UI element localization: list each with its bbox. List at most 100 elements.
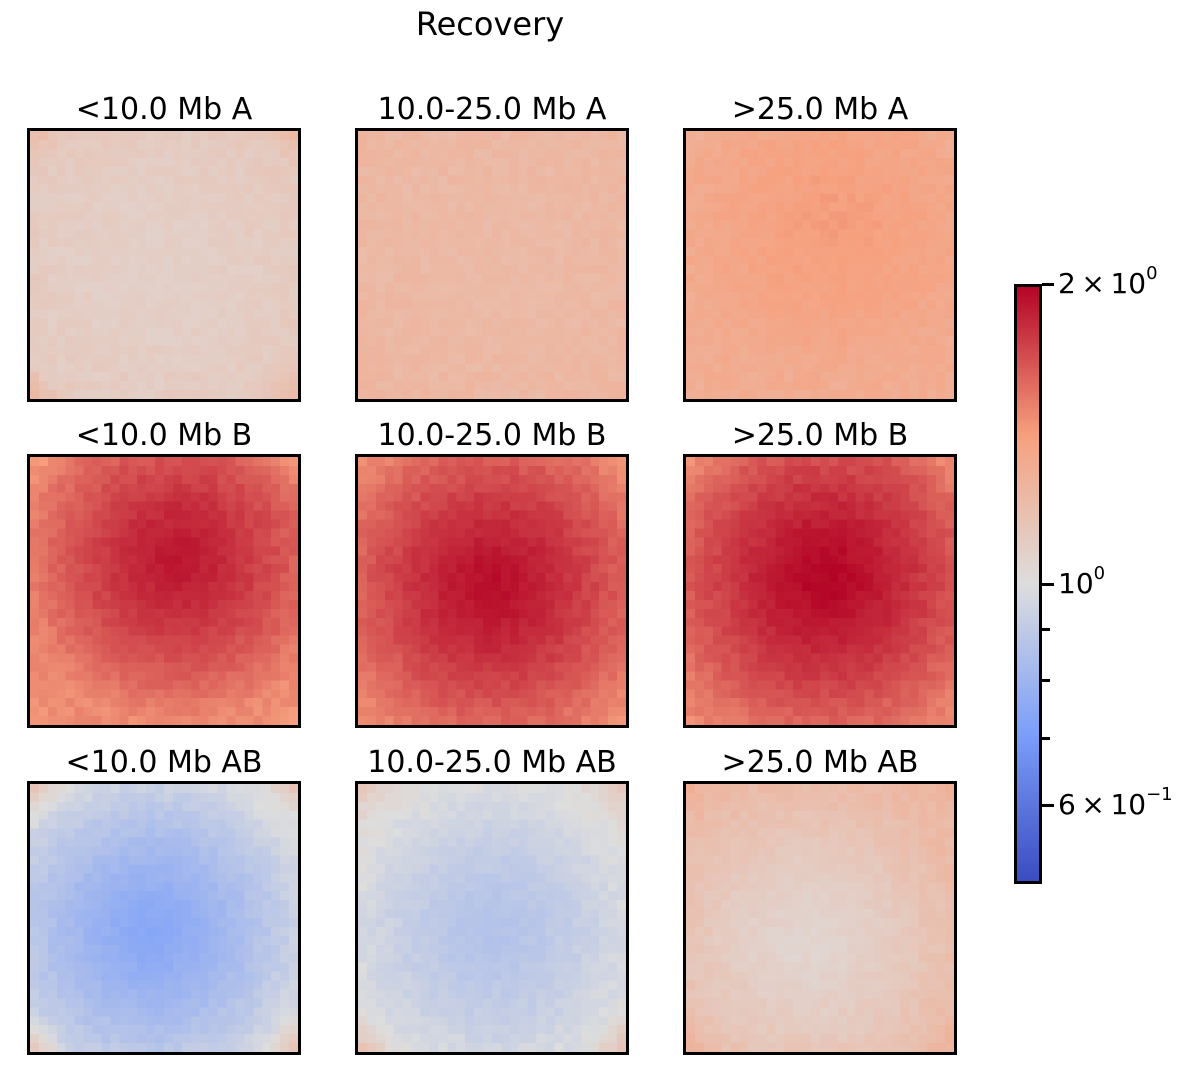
heatmap-cell [199,363,209,373]
heatmap-cell [509,202,519,212]
heatmap-cell [766,318,776,328]
heatmap-cell [110,528,120,538]
heatmap-cell [181,273,191,284]
heatmap-cell [429,273,439,284]
heatmap-cell [438,635,448,645]
heatmap-cell [164,546,174,556]
heatmap-cell [181,381,191,391]
heatmap-cell [793,582,803,592]
heatmap-cell [721,537,731,547]
heatmap-cell [909,211,919,221]
heatmap-cell [92,184,102,194]
heatmap-cell [235,291,245,301]
heatmap-cell [581,671,591,681]
heatmap-cell [30,537,40,547]
heatmap-cell [235,256,245,266]
heatmap-cell [945,528,954,538]
heatmap-cell [253,309,263,319]
heatmap-cell [739,465,749,476]
heatmap-cell [846,528,856,538]
heatmap-cell [137,309,147,319]
heatmap-cell [438,519,448,529]
heatmap-cell [375,644,385,654]
heatmap-cell [119,318,129,328]
heatmap-cell [518,256,528,266]
heatmap-cell [703,229,713,239]
heatmap-cell [500,474,511,484]
heatmap-cell [420,229,430,239]
heatmap-cell [289,166,298,176]
heatmap-cell [617,457,626,467]
heatmap-cell [110,148,120,158]
heatmap-cell [739,229,749,239]
heatmap-cell [181,390,191,399]
heatmap-cell [83,291,93,301]
heatmap-cell [474,139,484,150]
heatmap-cell [217,300,227,310]
heatmap-cell [581,528,591,538]
heatmap-cell [864,273,874,284]
heatmap-cell [694,546,705,556]
heatmap-cell [721,492,731,502]
heatmap-cell [280,608,290,618]
heatmap-cell [92,390,102,399]
heatmap-cell [164,131,174,141]
heatmap-cell [712,211,722,221]
heatmap-cell [190,202,200,212]
heatmap-cell [92,591,102,601]
heatmap-cell [358,689,368,699]
heatmap-cell [366,211,377,221]
heatmap-cell [438,573,448,583]
heatmap-cell [101,555,111,565]
heatmap-cell [686,372,696,382]
heatmap-cell [146,591,156,601]
heatmap-cell [244,582,254,592]
heatmap-cell [500,582,511,592]
heatmap-cell [465,474,475,484]
heatmap-cell [181,573,191,583]
heatmap-cell [456,653,466,663]
heatmap-cell [56,474,66,484]
heatmap-cell [483,671,493,681]
heatmap-cell [500,564,511,574]
heatmap-cell [155,483,165,493]
heatmap-cell [721,546,731,556]
heatmap-cell [811,256,821,266]
heatmap-cell [846,318,856,328]
heatmap-cell [483,336,493,346]
heatmap-cell [262,273,272,284]
heatmap-cell [393,336,403,346]
heatmap-cell [289,608,298,618]
heatmap-cell [181,256,191,266]
heatmap-cell [891,166,901,176]
heatmap-cell [802,474,812,484]
heatmap-cell [358,483,368,493]
heatmap-cell [172,591,183,601]
heatmap-cell [608,211,618,221]
heatmap-cell [617,671,626,681]
heatmap-cell [137,139,147,150]
heatmap-cell [837,229,847,239]
heatmap-cell [128,273,138,284]
heatmap-cell [784,537,794,547]
heatmap-cell [492,291,502,301]
heatmap-cell [164,318,174,328]
heatmap-cell [820,184,830,194]
heatmap-cell [56,492,66,502]
heatmap-cell [74,501,84,511]
heatmap-cell [375,653,385,663]
heatmap-cell [402,211,412,221]
heatmap-cell [617,582,626,592]
heatmap-cell [891,131,901,141]
heatmap-cell [918,537,928,547]
heatmap-cell [137,582,147,592]
heatmap-cell [527,608,537,618]
heatmap-cell [802,492,812,502]
heatmap-cell [465,273,475,284]
heatmap-cell [420,148,430,158]
heatmap-cell [748,573,758,583]
heatmap-cell [244,483,254,493]
heatmap-cell [793,381,803,391]
heatmap-cell [271,238,281,248]
heatmap-cell [235,644,245,654]
